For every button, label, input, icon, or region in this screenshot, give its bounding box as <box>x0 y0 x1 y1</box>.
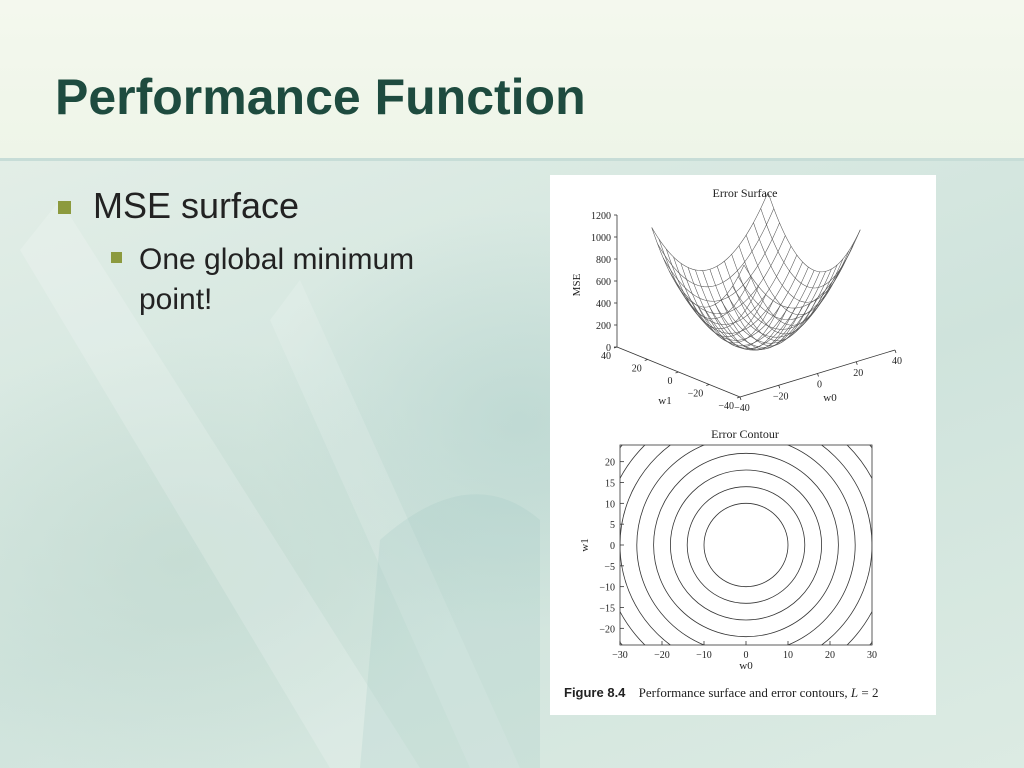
bullet-square-icon <box>58 201 71 214</box>
surface-w0-tick-label: 20 <box>853 368 863 379</box>
contour-y-tick-label: 0 <box>610 541 615 552</box>
contour-y-label: w1 <box>579 538 591 551</box>
surface-mesh-line <box>663 222 780 302</box>
surface-w0-tick-mark <box>817 373 819 377</box>
surface-z-tick-label: 400 <box>596 299 611 310</box>
contour-ring <box>636 445 856 645</box>
contour-plot-frame <box>619 444 873 646</box>
bullet-list: MSE surface One global minimum point! <box>58 186 528 320</box>
surface-mesh-line <box>697 270 815 349</box>
contour-y-tick-label: −5 <box>604 562 615 573</box>
surface-z-tick-label: 0 <box>606 343 611 354</box>
surface-w1-tick-mark <box>613 346 618 349</box>
surface-mesh-line <box>680 254 798 334</box>
contour-y-tick-label: −10 <box>599 583 615 594</box>
figure-panel: Error Surface MSE 0 200 400 600 800 1000 1200 … <box>550 175 936 715</box>
caption-param: L <box>850 685 859 700</box>
surface-w0-tick-mark <box>739 396 742 401</box>
contour-title: Error Contour <box>711 427 779 441</box>
surface-w1-tick-label: −40 <box>718 401 734 412</box>
surface-w0-tick-mark <box>855 361 858 365</box>
contour-x-tick-label: 0 <box>744 650 749 661</box>
surface-w1-tick-mark <box>644 359 648 361</box>
surface-mesh-line <box>668 235 786 315</box>
bullet-item-level1: MSE surface <box>58 186 528 226</box>
surface-mesh-line <box>686 261 803 341</box>
surface-w1-tick-mark <box>706 384 710 386</box>
surface-w1-tick-mark <box>675 371 679 374</box>
surface-z-tick-label: 800 <box>596 255 611 266</box>
surface-w0-tick-mark <box>894 349 897 354</box>
caption-figure-number: Figure 8.4 <box>564 685 626 700</box>
figure-graphics: Error Surface MSE 020040060080010001200 … <box>571 186 902 672</box>
figure-caption: Figure 8.4 Performance surface and error… <box>564 685 878 701</box>
surface-mesh-line <box>651 227 745 308</box>
surface-mesh-line <box>709 271 826 350</box>
surface-z-tick-label: 200 <box>596 321 611 332</box>
surface-w1-ticks: −40 −20 0 20 40 <box>601 346 741 412</box>
sub-bullet-square-icon <box>111 252 122 263</box>
surface-w0-tick-label: −40 <box>734 403 750 414</box>
surface-w0-tick-label: 40 <box>892 356 902 367</box>
surface-w0-tick-mark <box>778 385 781 389</box>
contour-x-ticks: −30 −20 −10 0 10 20 30 <box>612 641 877 661</box>
contour-x-tick-label: −20 <box>654 650 670 661</box>
contour-y-tick-label: 10 <box>605 499 615 510</box>
contour-rings <box>620 445 872 645</box>
contour-y-ticks: 20 15 10 5 0 −5 −10 −15 −20 <box>599 458 624 635</box>
surface-w1-tick-mark <box>736 396 741 399</box>
surface-mesh-line <box>760 208 854 289</box>
bullet-text: MSE surface <box>93 185 300 226</box>
contour-y-tick-label: −20 <box>599 624 615 635</box>
contour-ring <box>703 502 789 588</box>
surface-w1-label: w1 <box>658 395 671 407</box>
surface-w1-tick-label: −20 <box>688 389 704 400</box>
contour-y-tick-label: 15 <box>605 479 615 490</box>
surface-title: Error Surface <box>713 186 778 200</box>
contour-x-tick-label: −30 <box>612 650 628 661</box>
surface-w1-tick-label: 40 <box>601 351 611 362</box>
surface-mesh <box>651 192 861 351</box>
surface-mesh-line <box>726 258 844 338</box>
contour-x-tick-label: 10 <box>783 650 793 661</box>
surface-w0-ticks: −40 −20 0 20 40 <box>734 349 902 414</box>
surface-z-tick-label: 1000 <box>591 233 611 244</box>
bullet-item-level2: One global minimum point! <box>111 240 528 320</box>
contour-x-tick-label: −10 <box>696 650 712 661</box>
caption-text: Performance surface and error contours, <box>638 685 848 700</box>
surface-mesh-line <box>651 192 769 271</box>
surface-w0-tick-label: 0 <box>817 380 822 391</box>
contour-y-tick-label: −15 <box>599 604 615 615</box>
contour-ring <box>686 486 806 604</box>
surface-mesh-line <box>703 271 821 351</box>
surface-w1-tick-label: 0 <box>668 376 673 387</box>
surface-mesh-line <box>657 208 775 288</box>
contour-ring <box>620 445 872 645</box>
title-band <box>0 0 1024 161</box>
surface-z-tick-label: 600 <box>596 277 611 288</box>
surface-z-label: MSE <box>571 273 583 296</box>
surface-z-ticks: 0 200 400 600 800 1000 1200 <box>591 211 617 354</box>
contour-y-tick-label: 20 <box>605 458 615 469</box>
contour-x-tick-label: 30 <box>867 650 877 661</box>
contour-x-label: w0 <box>739 660 753 672</box>
contour-ring <box>653 452 839 638</box>
surface-w0-label: w0 <box>823 392 837 404</box>
surface-w0-tick-label: −20 <box>773 391 789 402</box>
sub-bullet-text: One global minimum point! <box>139 243 415 316</box>
surface-mesh-line <box>732 250 849 330</box>
surface-z-tick-label: 1200 <box>591 211 611 222</box>
contour-ring <box>670 469 822 621</box>
surface-mesh-line <box>767 192 861 273</box>
surface-mesh-line <box>720 264 838 344</box>
contour-y-tick-label: 5 <box>610 520 615 531</box>
surface-mesh-line <box>691 266 809 346</box>
surface-mesh-line <box>674 246 792 325</box>
surface-mesh-line <box>753 222 846 303</box>
caption-eq: = 2 <box>861 685 879 700</box>
surface-w1-tick-label: 20 <box>632 364 642 375</box>
slide-title: Performance Function <box>55 69 586 125</box>
contour-x-tick-label: 20 <box>825 650 835 661</box>
